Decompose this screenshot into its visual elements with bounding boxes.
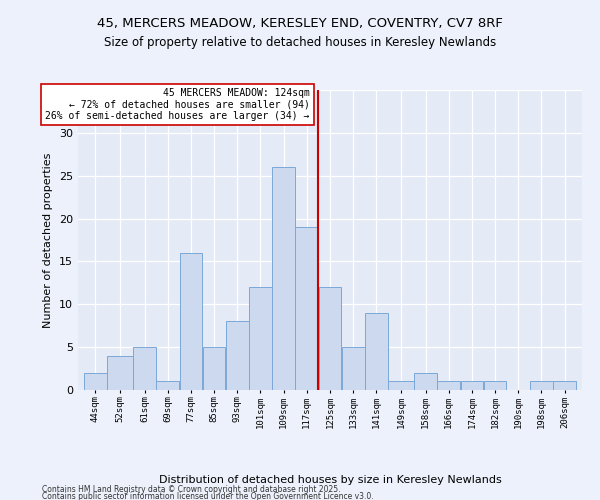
- Text: Contains HM Land Registry data © Crown copyright and database right 2025.: Contains HM Land Registry data © Crown c…: [42, 484, 341, 494]
- Bar: [461, 382, 483, 390]
- Bar: [272, 167, 295, 390]
- Bar: [319, 287, 341, 390]
- Bar: [388, 382, 414, 390]
- Bar: [84, 373, 107, 390]
- Bar: [249, 287, 272, 390]
- Text: Size of property relative to detached houses in Keresley Newlands: Size of property relative to detached ho…: [104, 36, 496, 49]
- Bar: [295, 227, 318, 390]
- Bar: [203, 347, 226, 390]
- Text: 45, MERCERS MEADOW, KERESLEY END, COVENTRY, CV7 8RF: 45, MERCERS MEADOW, KERESLEY END, COVENT…: [97, 18, 503, 30]
- Bar: [133, 347, 156, 390]
- Text: Distribution of detached houses by size in Keresley Newlands: Distribution of detached houses by size …: [158, 475, 502, 485]
- Bar: [365, 313, 388, 390]
- Bar: [342, 347, 365, 390]
- Bar: [179, 253, 202, 390]
- Bar: [484, 382, 506, 390]
- Bar: [107, 356, 133, 390]
- Bar: [414, 373, 437, 390]
- Bar: [437, 382, 460, 390]
- Bar: [226, 322, 248, 390]
- Bar: [157, 382, 179, 390]
- Bar: [553, 382, 576, 390]
- Bar: [530, 382, 553, 390]
- Text: 45 MERCERS MEADOW: 124sqm
← 72% of detached houses are smaller (94)
26% of semi-: 45 MERCERS MEADOW: 124sqm ← 72% of detac…: [46, 88, 310, 122]
- Y-axis label: Number of detached properties: Number of detached properties: [43, 152, 53, 328]
- Text: Contains public sector information licensed under the Open Government Licence v3: Contains public sector information licen…: [42, 492, 374, 500]
